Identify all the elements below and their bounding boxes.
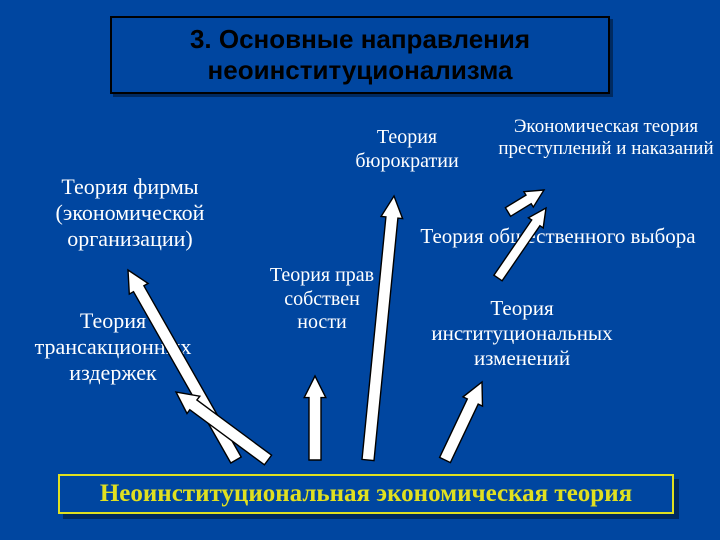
node-transaction: Теория трансакционных издержек (8, 308, 218, 386)
bottom-box: Неоинституциональная экономическая теори… (58, 474, 674, 514)
arrow (304, 376, 326, 460)
node-property-text: Теория прав собствен ности (270, 264, 374, 333)
node-crime: Экономическая теория преступлений и нака… (498, 116, 714, 161)
node-property: Теория прав собствен ности (262, 264, 382, 335)
node-crime-text: Экономическая теория преступлений и нака… (498, 116, 713, 159)
node-bureaucracy: Теория бюрократии (332, 126, 482, 173)
node-firm: Теория фирмы (экономической организации) (20, 174, 240, 252)
node-choice: Теория общественного выбора (418, 224, 698, 249)
node-firm-text: Теория фирмы (экономической организации) (56, 174, 205, 251)
bottom-text: Неоинституциональная экономическая теори… (100, 480, 632, 508)
arrow (505, 190, 544, 216)
title-box: 3. Основные направления неоинституционал… (110, 16, 610, 94)
node-changes-text: Теория институциональных изменений (431, 296, 612, 370)
node-changes: Теория институциональных изменений (402, 296, 642, 370)
arrow (440, 382, 483, 463)
node-choice-text: Теория общественного выбора (420, 224, 695, 248)
title-text: 3. Основные направления неоинституционал… (126, 24, 594, 86)
arrow (176, 392, 272, 465)
node-bureaucracy-text: Теория бюрократии (355, 126, 458, 172)
node-transaction-text: Теория трансакционных издержек (35, 308, 192, 385)
